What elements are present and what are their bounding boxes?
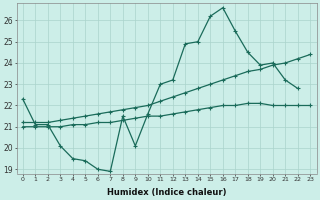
X-axis label: Humidex (Indice chaleur): Humidex (Indice chaleur) [107,188,226,197]
